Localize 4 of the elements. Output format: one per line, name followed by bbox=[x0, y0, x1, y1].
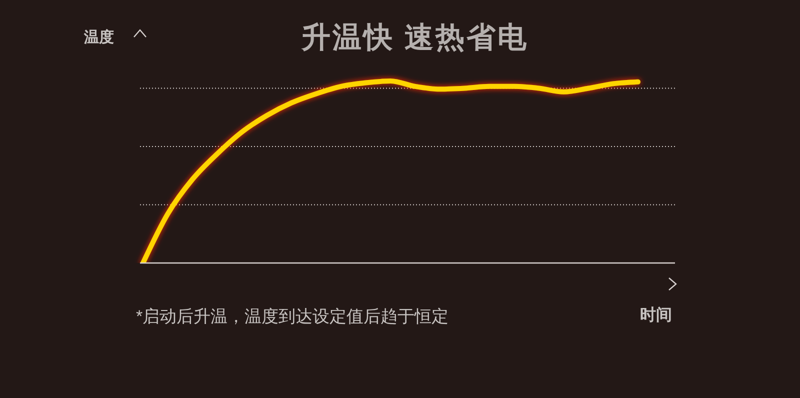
x-axis-title: 时间 bbox=[640, 306, 672, 326]
chart-title: 升温快 速热省电 bbox=[301, 22, 529, 54]
y-axis-title: 温度 bbox=[84, 28, 114, 47]
text: *启动后升温，温度到达设定值后趋于恒定 bbox=[136, 306, 449, 328]
